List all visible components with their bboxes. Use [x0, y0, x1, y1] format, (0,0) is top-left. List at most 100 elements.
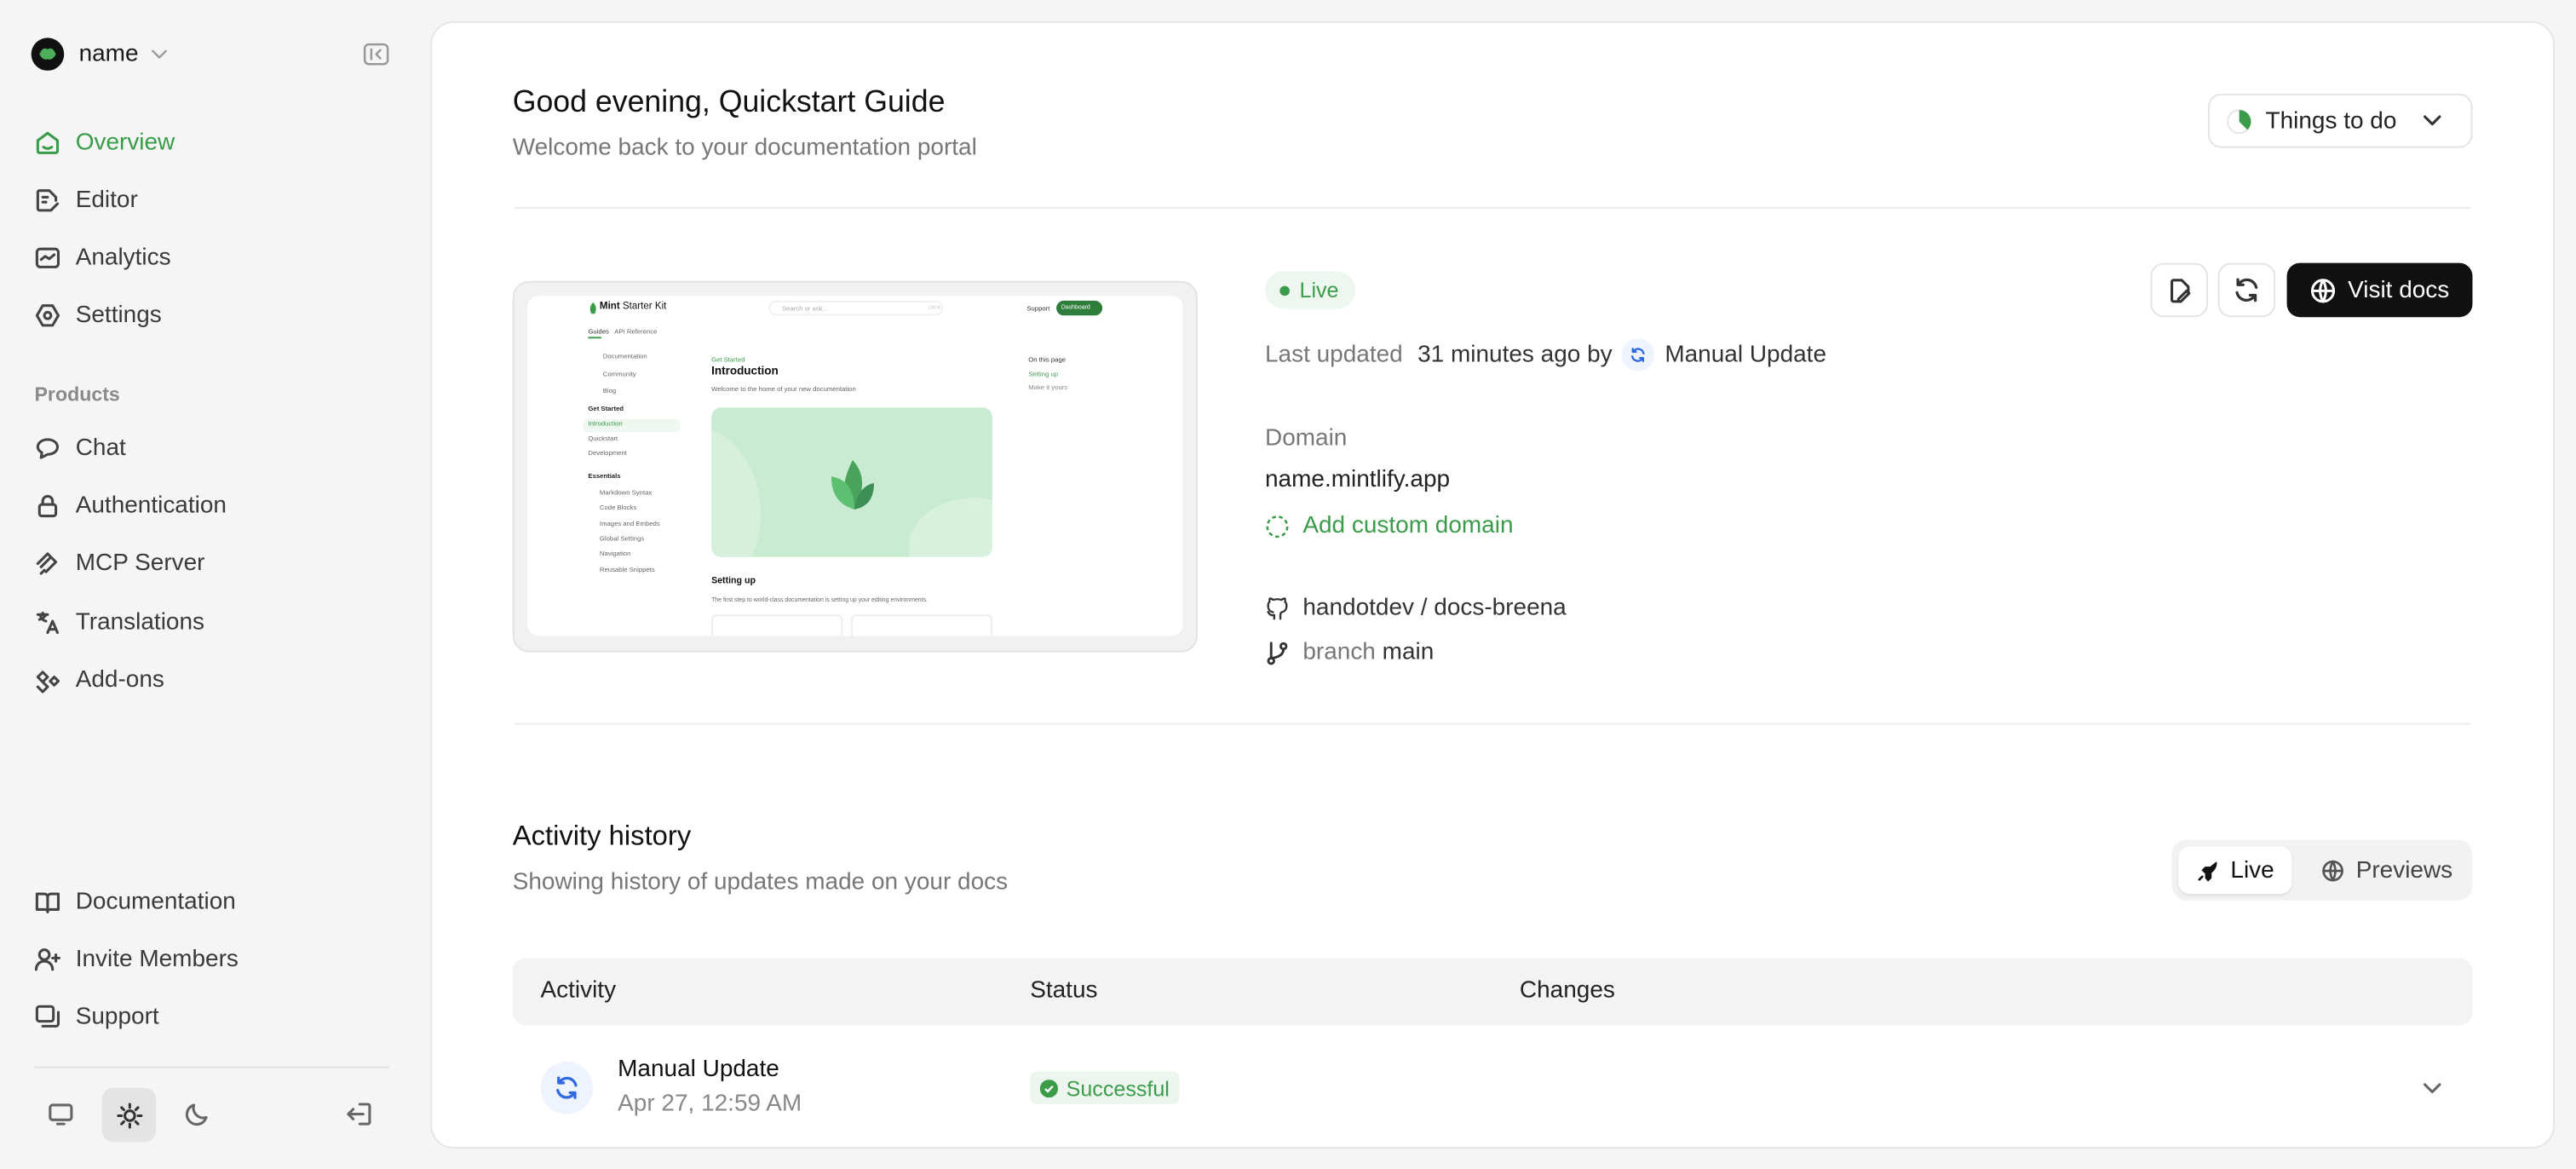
dashed-circle-icon — [1266, 515, 1289, 538]
preview-tab: Guides — [588, 326, 609, 336]
preview-nav-item: Quickstart — [588, 434, 618, 442]
chevron-down-icon[interactable] — [2424, 1083, 2441, 1095]
sidebar-item-label: Overview — [75, 130, 175, 157]
preview-nav-active — [583, 418, 681, 432]
sidebar-item-support[interactable]: Support — [34, 998, 159, 1037]
mcp-icon — [36, 552, 58, 575]
toggle-label: Previews — [2355, 856, 2453, 884]
sidebar-item-label: Add-ons — [75, 666, 164, 694]
org-switcher[interactable]: name — [31, 37, 169, 71]
sidebar-item-authentication[interactable]: Authentication — [34, 487, 227, 526]
preview-nav-item: Introduction — [588, 418, 623, 428]
preview-page-title: Introduction — [711, 366, 779, 378]
logout-icon — [347, 1103, 371, 1126]
column-status: Status — [1030, 977, 1098, 1005]
things-to-do-button[interactable]: Things to do — [2207, 93, 2473, 148]
mint-logo-icon — [589, 302, 596, 314]
sidebar-item-label: Editor — [75, 187, 138, 214]
add-custom-domain-link[interactable]: Add custom domain — [1265, 513, 1514, 539]
analytics-icon — [35, 247, 60, 268]
sidebar-item-label: Support — [75, 1004, 159, 1031]
preview-section-text: The first step to world-class documentat… — [711, 596, 928, 603]
sidebar-item-label: Analytics — [75, 245, 171, 272]
git-branch-icon — [1267, 641, 1288, 665]
lock-icon — [37, 494, 58, 518]
sidebar-item-add-ons[interactable]: Add-ons — [34, 660, 164, 700]
editor-icon — [36, 189, 60, 212]
activity-subtitle: Showing history of updates made on your … — [512, 869, 1009, 896]
activity-title: Activity history — [512, 820, 692, 851]
sidebar-item-settings[interactable]: Settings — [34, 296, 162, 335]
preview-nav-item: Reusable Snippets — [599, 564, 655, 573]
edit-docs-button[interactable] — [2150, 262, 2208, 318]
sidebar-item-label: MCP Server — [75, 550, 205, 577]
branch-label: branch — [1302, 639, 1376, 666]
column-activity: Activity — [540, 977, 617, 1005]
activity-icon — [540, 1061, 594, 1114]
theme-light-button[interactable] — [101, 1087, 157, 1143]
preview-search — [768, 300, 943, 316]
products-heading: Products — [34, 383, 120, 406]
preview-brand-bold: Mint — [599, 302, 620, 313]
globe-icon — [2322, 859, 2344, 881]
repo-name: handotdev / docs-breena — [1302, 595, 1567, 621]
sidebar-item-overview[interactable]: Overview — [34, 124, 175, 163]
sidebar-item-documentation[interactable]: Documentation — [34, 883, 236, 922]
toggle-live[interactable]: Live — [2178, 846, 2292, 895]
repo-link[interactable]: handotdev / docs-breena — [1265, 595, 1567, 621]
docs-preview-thumbnail[interactable]: Mint Starter Kit Search or ask... Ctrl K… — [512, 280, 1198, 653]
user-plus-icon — [34, 948, 60, 971]
check-circle-icon — [1039, 1079, 1058, 1097]
add-custom-domain-label: Add custom domain — [1302, 512, 1514, 539]
status-dot — [1279, 285, 1290, 296]
preview-search-text: Search or ask... — [781, 303, 829, 313]
book-icon — [35, 892, 60, 913]
domain-value[interactable]: name.mintlify.app — [1264, 466, 1451, 493]
toggle-previews[interactable]: Previews — [2307, 846, 2468, 894]
main-panel: Good evening, Quickstart Guide Welcome b… — [430, 21, 2555, 1149]
preview-toc-item: Make it yours — [1028, 383, 1068, 391]
addons-icon — [36, 671, 60, 694]
chevron-down-icon — [152, 49, 168, 59]
sidebar-item-mcp-server[interactable]: MCP Server — [34, 544, 204, 583]
status-text: Live — [1299, 277, 1339, 302]
logout-button[interactable] — [345, 1101, 373, 1127]
preview-nav-item: Essentials — [588, 471, 621, 481]
theme-dark-button[interactable] — [171, 1088, 224, 1141]
preview-nav-item: Global Settings — [599, 533, 645, 543]
sidebar-item-label: Documentation — [75, 889, 236, 916]
preview-brand: Starter Kit — [622, 302, 667, 313]
globe-icon — [2311, 278, 2336, 302]
preview-eyebrow: Get Started — [711, 354, 745, 364]
sidebar-divider — [34, 1066, 390, 1068]
sidebar-item-translations[interactable]: Translations — [34, 603, 204, 642]
translate-icon — [36, 611, 60, 635]
sidebar-item-label: Chat — [75, 435, 126, 462]
sidebar-item-analytics[interactable]: Analytics — [34, 239, 171, 278]
preview-dashboard-label: Dashboard — [1061, 303, 1090, 311]
preview-tab-underline — [588, 337, 601, 339]
divider — [514, 723, 2471, 725]
live-status-badge: Live — [1264, 271, 1355, 309]
chevron-down-icon — [2423, 115, 2441, 126]
visit-docs-button[interactable]: Visit docs — [2286, 262, 2473, 318]
preview-nav-item: Navigation — [599, 549, 631, 558]
preview-dashboard-button — [1056, 300, 1103, 316]
sidebar-item-chat[interactable]: Chat — [34, 429, 126, 468]
theme-system-button[interactable] — [34, 1088, 87, 1141]
sidebar-item-editor[interactable]: Editor — [34, 181, 138, 220]
status-text: Successful — [1066, 1075, 1170, 1101]
sun-icon — [116, 1102, 142, 1128]
redeploy-button[interactable] — [2217, 262, 2276, 318]
activity-toggle: Live Previews — [2171, 839, 2473, 901]
page-subtitle: Welcome back to your documentation porta… — [512, 135, 977, 161]
collapse-sidebar-button[interactable] — [363, 43, 389, 66]
table-row[interactable]: Manual Update Apr 27, 12:59 AM Successfu… — [513, 1042, 2473, 1147]
support-icon — [35, 1005, 60, 1028]
preview-nav-item: Blog — [602, 386, 617, 394]
sidebar-item-label: Authentication — [75, 492, 227, 520]
org-logo — [31, 37, 65, 71]
branch-info: branch main — [1265, 639, 1434, 665]
sidebar-item-invite-members[interactable]: Invite Members — [34, 940, 239, 979]
